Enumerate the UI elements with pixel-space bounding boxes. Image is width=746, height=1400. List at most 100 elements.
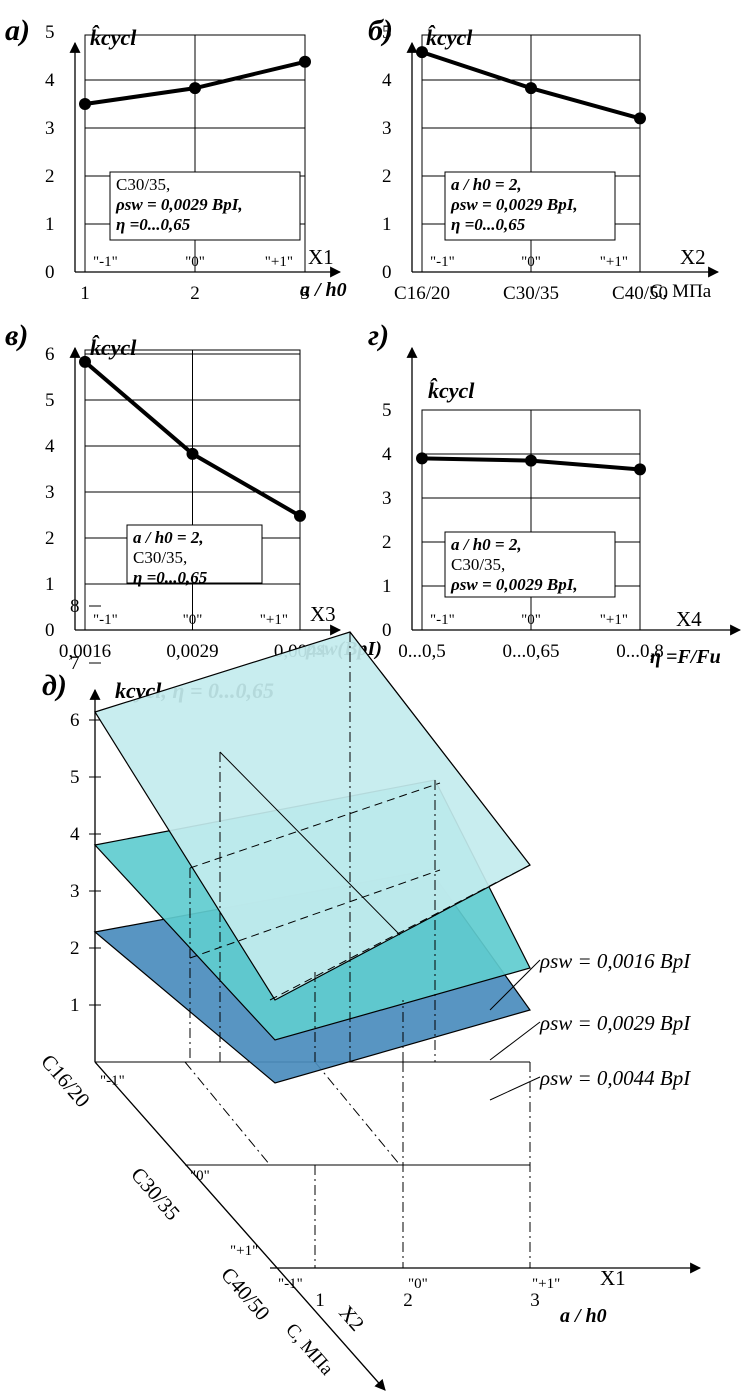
y-tick-label: 1 <box>382 576 392 597</box>
y-tick-label: 0 <box>45 620 55 641</box>
y-level-label: "0" <box>190 1168 210 1184</box>
series-label: ρsw = 0,0044 BpI <box>539 1066 691 1090</box>
z-tick-label: 8 <box>70 596 80 617</box>
floor-guide <box>314 1061 401 1166</box>
y-tick-label: 0 <box>382 620 392 641</box>
data-point <box>294 509 306 522</box>
panel-label: д) <box>42 669 67 702</box>
x-tick-label: 0,0016 <box>59 641 111 662</box>
y-symbol: X2 <box>334 1301 369 1336</box>
surface-grid-line <box>219 751 401 936</box>
y-tick-label: 5 <box>382 22 392 43</box>
x-axis-label: C, MПa <box>650 281 712 302</box>
data-point <box>416 46 428 59</box>
x-axis-label: a / h0 <box>300 279 347 301</box>
series-leader <box>489 959 541 1011</box>
x-tick-label: 1 <box>315 1290 325 1311</box>
panel-label: а) <box>5 14 30 47</box>
level-label: "-1" <box>93 254 118 270</box>
x-tick-label: 0,0029 <box>166 641 218 662</box>
series-label: ρsw = 0,0029 BpI <box>539 1011 691 1035</box>
level-label: "+1" <box>600 254 628 270</box>
y-tick-label: C40/50 <box>216 1263 275 1325</box>
surface-grid-line <box>189 869 441 959</box>
x-tick-label: 2 <box>190 283 200 304</box>
y-tick-label: 2 <box>382 166 392 187</box>
level-label: "+1" <box>600 612 628 628</box>
y-tick-label: 4 <box>382 70 392 91</box>
y-tick-label: 4 <box>45 70 55 91</box>
data-point <box>79 355 91 368</box>
factor-symbol: X3 <box>310 602 336 626</box>
level-label: "-1" <box>430 254 455 270</box>
y-axis-label: k̂cycl <box>90 24 137 50</box>
data-point <box>186 447 199 460</box>
y-axis-label: k̂cycl <box>426 24 473 50</box>
z-tick-label: 2 <box>70 938 80 959</box>
note-line: a / h0 = 2, <box>451 535 522 554</box>
x-symbol: X1 <box>600 1266 626 1290</box>
note-line: η =0...0,65 <box>451 215 526 234</box>
factor-symbol: X1 <box>308 245 334 269</box>
z-tick-label: 1 <box>70 995 80 1016</box>
note-line: ρsw = 0,0029 BpI, <box>115 195 243 214</box>
note-line: C30/35, <box>133 548 187 567</box>
y-axis-label: k̂cycl <box>90 334 137 360</box>
level-label: "-1" <box>430 612 455 628</box>
note-box <box>109 171 301 241</box>
y-axis-label: C, MПa <box>281 1320 337 1380</box>
level-label: "+1" <box>265 254 293 270</box>
x-tick-label: 3 <box>300 283 310 304</box>
surface-grid-line <box>269 864 531 1001</box>
y-tick-label: 0 <box>382 262 392 283</box>
note-line: C30/35, <box>116 175 170 194</box>
x-tick-label: 3 <box>530 1290 540 1311</box>
z-tick-label: 7 <box>70 653 80 674</box>
y-tick-label: 1 <box>45 574 55 595</box>
note-line: η =0...0,65 <box>116 215 191 234</box>
data-point <box>79 98 91 110</box>
y-tick-label: 2 <box>45 528 55 549</box>
y-level-label: "-1" <box>100 1073 125 1089</box>
x-tick-label: 0...0,8 <box>616 641 664 662</box>
y-tick-label: 3 <box>382 488 392 509</box>
y-tick-label: 6 <box>45 344 55 365</box>
panel-g: 0 1 2 3 4 5 0...0,5 0...0,65 0...0,8 "-1" "0" "+1" X… <box>368 319 742 668</box>
y-tick-label: 3 <box>45 482 55 503</box>
note-line: η =0...0,65 <box>133 568 208 587</box>
note-box <box>444 531 616 598</box>
x-axis-label: a / h0 <box>560 1305 607 1327</box>
surface-grid-line <box>349 631 531 866</box>
z-tick-label: 5 <box>70 767 80 788</box>
data-point <box>416 452 428 465</box>
surface-grid-line <box>189 782 441 869</box>
x-level-label: "+1" <box>532 1276 560 1292</box>
data-point <box>525 82 537 95</box>
y-tick-label: 0 <box>45 262 55 283</box>
y-tick-label: 1 <box>382 214 392 235</box>
panel-label: в) <box>5 319 28 352</box>
level-label: "0" <box>521 254 541 270</box>
panel-a: 0 1 2 3 4 5 1 2 3 "-1" "0" "+1" X1 a / h0 а) k̂cycl C30/… <box>5 14 347 304</box>
level-label: "0" <box>185 254 205 270</box>
series-leader <box>489 1021 541 1061</box>
y-tick-label: 1 <box>45 214 55 235</box>
x-tick-label: 0...0,5 <box>398 641 446 662</box>
floor-guide <box>184 1061 271 1166</box>
panel-b: 0 1 2 3 4 5 C16/20 C30/35 C40/50 "-1" "0" "+1" X2 C, … <box>368 14 720 304</box>
note-box <box>126 524 263 584</box>
y-tick-label: 5 <box>382 400 392 421</box>
note-line: a / h0 = 2, <box>451 175 522 194</box>
panel-label: г) <box>368 319 389 352</box>
panel-v: 01234560,00160,00290,0044"-1""0""+1"X3ρs… <box>5 319 382 662</box>
x-tick-label: 0...0,65 <box>503 641 560 662</box>
x-level-label: "-1" <box>278 1276 303 1292</box>
y-tick-label: 2 <box>45 166 55 187</box>
y-tick-label: C16/20 <box>36 1050 95 1112</box>
data-point <box>189 82 201 95</box>
data-point <box>634 463 646 476</box>
y-tick-label: 3 <box>45 118 55 139</box>
factor-symbol: X4 <box>676 607 702 631</box>
